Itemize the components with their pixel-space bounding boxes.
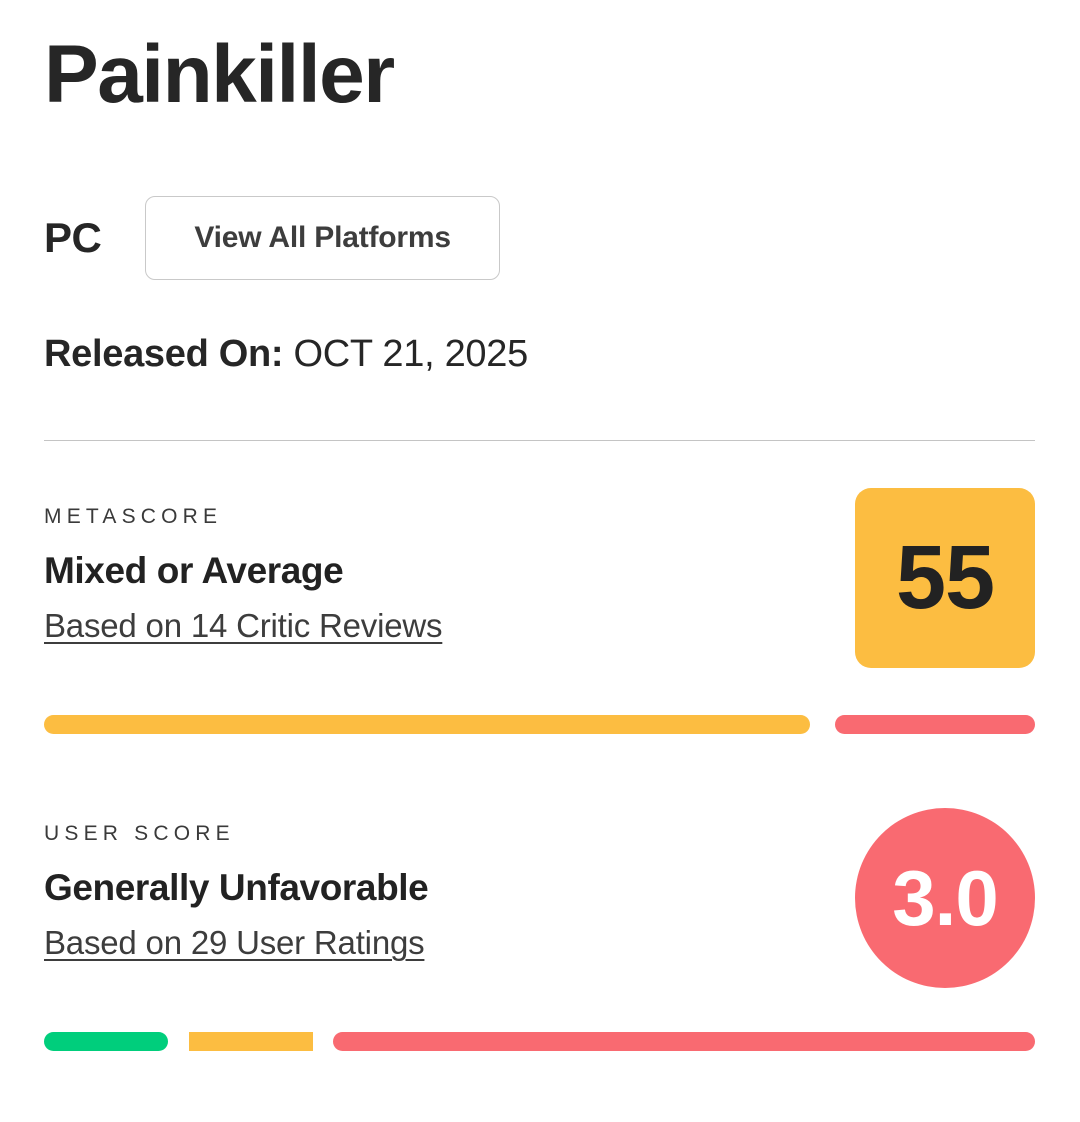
metascore-badge[interactable]: 55 bbox=[855, 488, 1035, 668]
userscore-badge[interactable]: 3.0 bbox=[855, 808, 1035, 988]
userscore-basis-link[interactable]: Based on 29 User Ratings bbox=[44, 924, 425, 961]
metascore-dist-negative bbox=[834, 715, 1035, 734]
userscore-distribution-bar bbox=[44, 1032, 1035, 1051]
release-date-value: OCT 21, 2025 bbox=[293, 333, 529, 375]
current-platform-label: PC bbox=[44, 214, 102, 261]
release-date-label: Released On: bbox=[44, 333, 284, 375]
metascore-distribution-bar bbox=[44, 715, 1035, 734]
userscore-dist-negative bbox=[333, 1032, 1035, 1051]
metascore-block: METASCORE Mixed or Average Based on 14 C… bbox=[44, 505, 443, 645]
page-title: Painkiller bbox=[44, 29, 395, 120]
metascore-dist-mixed bbox=[44, 715, 811, 734]
userscore-dist-positive bbox=[44, 1032, 168, 1051]
userscore-block: USER SCORE Generally Unfavorable Based o… bbox=[44, 822, 429, 962]
section-divider bbox=[44, 440, 1035, 441]
userscore-dist-mixed bbox=[188, 1032, 313, 1051]
platform-row: PC View All Platforms bbox=[44, 196, 500, 280]
metascore-kicker: METASCORE bbox=[44, 505, 223, 528]
userscore-dist-gap-1 bbox=[168, 1032, 189, 1051]
userscore-dist-gap-2 bbox=[313, 1032, 334, 1051]
release-date-row: Released On: OCT 21, 2025 bbox=[44, 333, 528, 376]
metascore-dist-gap bbox=[810, 715, 835, 734]
view-all-platforms-button[interactable]: View All Platforms bbox=[145, 196, 500, 280]
userscore-verdict: Generally Unfavorable bbox=[44, 867, 429, 908]
metascore-basis-link[interactable]: Based on 14 Critic Reviews bbox=[44, 607, 443, 644]
userscore-kicker: USER SCORE bbox=[44, 822, 235, 845]
metascore-verdict: Mixed or Average bbox=[44, 550, 344, 591]
